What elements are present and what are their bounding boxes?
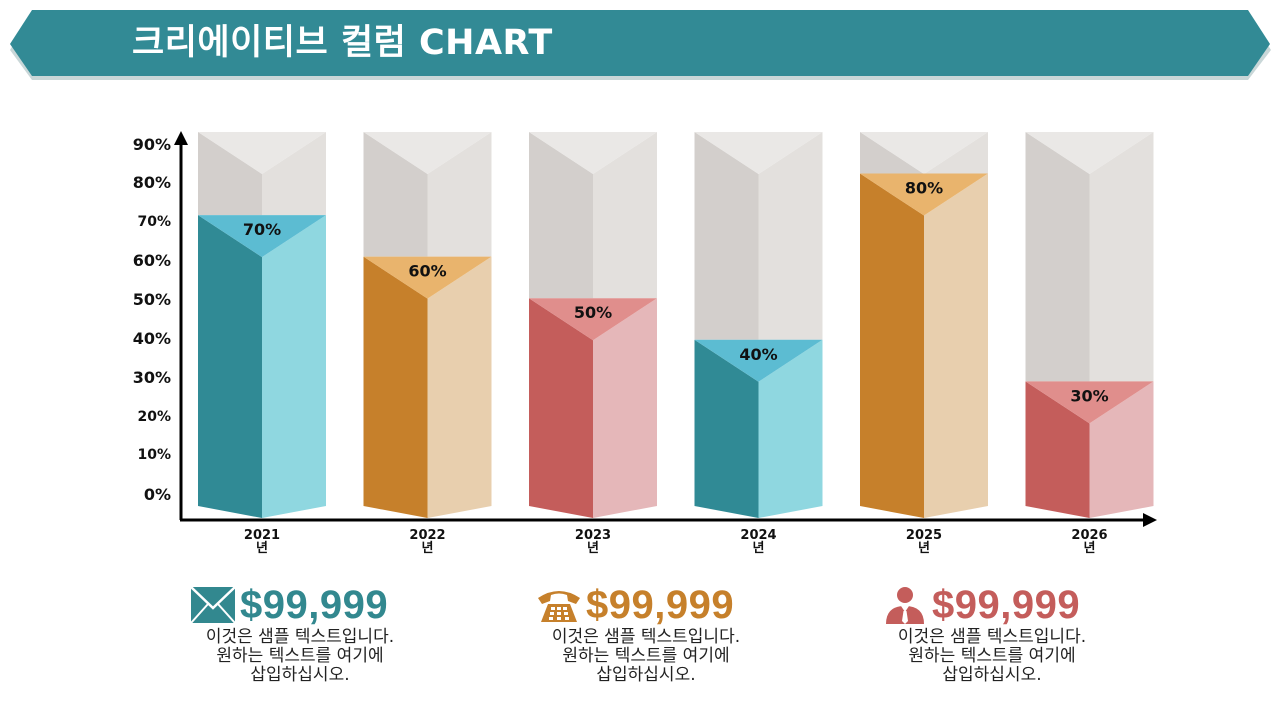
envelope-icon xyxy=(190,586,236,624)
bar-front xyxy=(1025,381,1090,518)
x-tick-label: 2025 년 xyxy=(906,528,942,556)
bar-side xyxy=(1089,381,1154,518)
info-line: 삽입하십시오. xyxy=(942,665,1042,685)
x-tick-label: 2022 년 xyxy=(409,528,445,556)
data-label: 40% xyxy=(739,345,777,364)
bar-background-top xyxy=(694,132,823,174)
bar-front xyxy=(860,173,924,519)
data-label: 70% xyxy=(243,220,281,239)
bar-background-front xyxy=(198,132,262,216)
bar-top xyxy=(1025,381,1154,424)
info-line: 원하는 텍스트를 여기에 xyxy=(908,646,1076,666)
bar-group-4: 40% 2024 년 xyxy=(694,132,823,556)
bar-group-3: 50% 2023 년 xyxy=(529,132,657,556)
bar-background-front xyxy=(1025,132,1090,382)
bar-group-1: 70% 2021 년 xyxy=(198,132,326,556)
bar-side xyxy=(758,339,823,518)
bar-top xyxy=(529,298,657,341)
data-label: 80% xyxy=(905,179,943,198)
y-tick-label: 80% xyxy=(133,173,171,192)
info-value-3: $99,999 xyxy=(932,583,1081,627)
bar-background-top xyxy=(1025,132,1154,174)
info-description-1: 이것은 샘플 텍스트입니다. 원하는 텍스트를 여기에 삽입하십시오. xyxy=(150,628,450,685)
x-tick-label: 2026 년 xyxy=(1071,528,1107,556)
y-tick-label: 90% xyxy=(133,135,171,154)
bar-front xyxy=(363,256,428,518)
y-tick-label: 0% xyxy=(144,485,171,504)
bar-group-2: 60% 2022 년 xyxy=(363,132,492,556)
bar-background-top xyxy=(363,132,492,174)
info-line: 원하는 텍스트를 여기에 xyxy=(216,646,384,666)
x-tick-label: 2021 년 xyxy=(244,528,280,556)
bar-front xyxy=(529,298,593,518)
bar-background-side xyxy=(1089,132,1154,382)
data-label: 60% xyxy=(408,262,446,281)
data-label: 30% xyxy=(1070,386,1108,405)
x-tick-label: 2023 년 xyxy=(575,528,611,556)
data-label: 50% xyxy=(574,303,612,322)
info-line: 이것은 샘플 텍스트입니다. xyxy=(205,627,395,647)
bar-side xyxy=(924,173,988,519)
bar-top xyxy=(694,339,823,382)
info-value-1: $99,999 xyxy=(240,583,389,627)
bar-side xyxy=(262,215,326,518)
bar-group-6: 30% 2026 년 xyxy=(1025,132,1154,556)
info-block-3: $99,999 이것은 샘플 텍스트입니다. 원하는 텍스트를 여기에 삽입하십… xyxy=(882,582,1162,685)
y-tick-label: 60% xyxy=(133,251,171,270)
bar-background-front xyxy=(529,132,593,299)
info-value-2: $99,999 xyxy=(586,583,735,627)
info-block-1: $99,999 이것은 샘플 텍스트입니다. 원하는 텍스트를 여기에 삽입하십… xyxy=(190,582,470,685)
info-description-3: 이것은 샘플 텍스트입니다. 원하는 텍스트를 여기에 삽입하십시오. xyxy=(842,628,1142,685)
bar-group-5: 80% 2025 년 xyxy=(860,132,988,556)
info-line: 원하는 텍스트를 여기에 xyxy=(562,646,730,666)
bar-background-top xyxy=(198,132,326,174)
bar-front xyxy=(198,215,262,518)
info-block-2: $99,999 이것은 샘플 텍스트입니다. 원하는 텍스트를 여기에 삽입하십… xyxy=(536,582,816,685)
title-banner: 크리에이티브 컬럼 CHART xyxy=(10,10,1272,80)
bar-front xyxy=(694,339,759,518)
telephone-icon xyxy=(538,591,580,622)
page-title: 크리에이티브 컬럼 CHART xyxy=(132,23,553,63)
y-axis-arrow xyxy=(174,131,188,145)
y-tick-label: 40% xyxy=(133,329,171,348)
y-tick-label: 10% xyxy=(137,447,171,463)
y-tick-label: 50% xyxy=(133,290,171,309)
bar-background-front xyxy=(694,132,759,340)
bar-background-front xyxy=(363,132,428,257)
info-line: 이것은 샘플 텍스트입니다. xyxy=(551,627,741,647)
info-line: 삽입하십시오. xyxy=(596,665,696,685)
y-tick-label: 30% xyxy=(133,368,171,387)
bar-top xyxy=(860,173,988,216)
info-description-2: 이것은 샘플 텍스트입니다. 원하는 텍스트를 여기에 삽입하십시오. xyxy=(496,628,796,685)
bar-background-side xyxy=(593,132,657,299)
info-line: 삽입하십시오. xyxy=(250,665,350,685)
bar-top xyxy=(198,215,326,258)
x-axis-arrow xyxy=(1143,513,1157,527)
x-tick-label: 2024 년 xyxy=(740,528,776,556)
bar-top xyxy=(363,256,492,299)
bar-background-side xyxy=(427,132,492,257)
bar-background-top xyxy=(529,132,657,174)
info-line: 이것은 샘플 텍스트입니다. xyxy=(897,627,1087,647)
bar-side xyxy=(593,298,657,518)
y-tick-label: 20% xyxy=(137,409,171,425)
bar-background-side xyxy=(262,132,326,216)
banner-shape xyxy=(10,10,1271,80)
bar-side xyxy=(427,256,492,518)
bar-background-top xyxy=(860,132,988,174)
y-tick-label: 70% xyxy=(137,214,171,230)
person-icon xyxy=(886,587,924,624)
bar-background-side xyxy=(758,132,823,340)
